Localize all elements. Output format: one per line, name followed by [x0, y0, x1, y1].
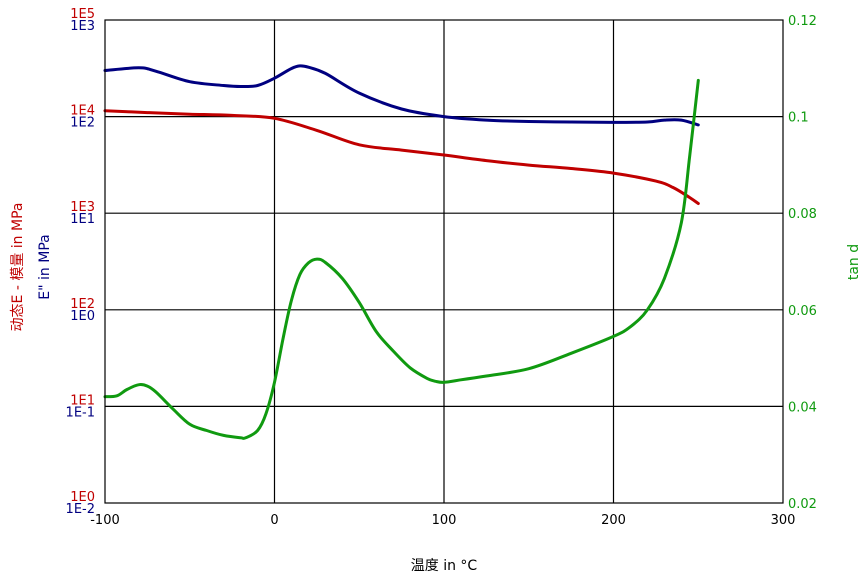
- y-tick-label-tan-delta: 0.08: [788, 207, 817, 222]
- y-tick-label-tan-delta: 0.12: [788, 14, 817, 29]
- x-tick-label: 200: [601, 513, 626, 528]
- y-axis-title-storage-modulus: 动态E - 模量 in MPa: [10, 203, 26, 332]
- y-tick-label-tan-delta: 0.1: [788, 111, 809, 126]
- loss-modulus-curve: [103, 64, 700, 127]
- y-tick-label-loss: 1E-1: [66, 405, 95, 420]
- y-tick-label-tan-delta: 0.06: [788, 304, 817, 319]
- y-tick-label-tan-delta: 0.02: [788, 497, 817, 512]
- y-axis-title-loss-modulus: E" in MPa: [37, 234, 53, 299]
- y-tick-label-storage: 1E1: [70, 393, 95, 408]
- y-tick-label-storage: 1E5: [70, 7, 95, 22]
- y-tick-label-loss: 1E2: [70, 116, 95, 131]
- tan-delta-curve: [103, 78, 700, 440]
- y-tick-label-tan-delta: 0.04: [788, 400, 817, 415]
- x-axis-title: 温度 in °C: [411, 558, 478, 574]
- y-tick-label-storage: 1E3: [70, 200, 95, 215]
- y-axis-title-tan-delta: tan d: [846, 244, 862, 280]
- y-tick-label-loss: 1E3: [70, 19, 95, 34]
- x-tick-label: 300: [771, 513, 796, 528]
- x-tick-label: 100: [432, 513, 457, 528]
- y-tick-label-loss: 1E0: [70, 309, 95, 324]
- y-tick-label-storage: 1E2: [70, 297, 95, 312]
- x-tick-label: 0: [270, 513, 278, 528]
- y-tick-label-loss: 1E-2: [66, 502, 95, 517]
- y-tick-label-loss: 1E1: [70, 212, 95, 227]
- storage-modulus-curve: [103, 109, 700, 205]
- y-tick-label-storage: 1E4: [70, 104, 95, 119]
- plot-frame: [104, 19, 784, 504]
- y-tick-label-storage: 1E0: [70, 490, 95, 505]
- x-tick-label: -100: [90, 513, 120, 528]
